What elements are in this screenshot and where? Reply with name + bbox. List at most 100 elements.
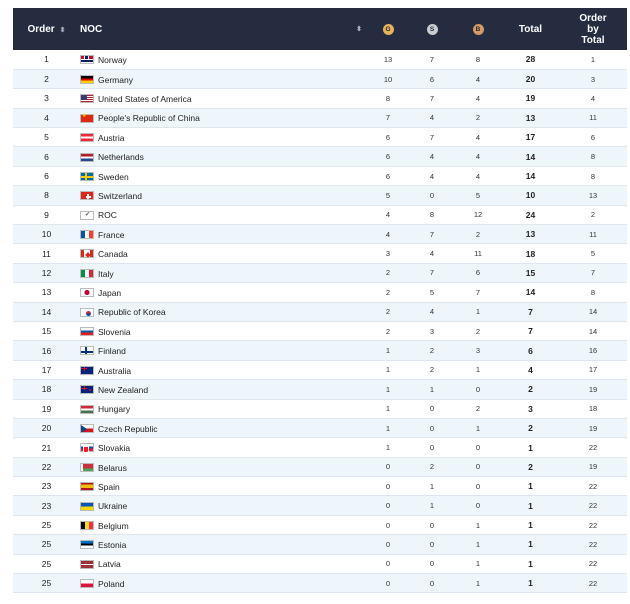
cell-noc[interactable]: Slovenia: [80, 321, 366, 340]
table-row[interactable]: 25 Poland 0 0 1 1 22: [13, 573, 627, 593]
table-row[interactable]: 25 Estonia 0 0 1 1 22: [13, 534, 627, 555]
country-name-link[interactable]: Austria: [98, 132, 125, 143]
country-name-link[interactable]: People's Republic of China: [98, 113, 200, 124]
country-name-link[interactable]: Poland: [98, 578, 125, 589]
cell-noc[interactable]: Netherlands: [80, 147, 366, 166]
country-name-link[interactable]: France: [98, 229, 125, 240]
country-name-link[interactable]: Netherlands: [98, 152, 144, 163]
cell-bronze: 0: [475, 443, 481, 452]
table-row[interactable]: 8 Switzerland 5 0 5 10 13: [13, 185, 627, 206]
country-name-link[interactable]: Australia: [98, 365, 132, 376]
country-name-link[interactable]: Japan: [98, 287, 122, 298]
cell-noc[interactable]: United States of America: [80, 89, 366, 108]
cell-noc[interactable]: Belarus: [80, 457, 366, 476]
sort-icon[interactable]: ⬍: [356, 26, 362, 33]
cell-noc[interactable]: Japan: [80, 283, 366, 302]
cell-noc[interactable]: Latvia: [80, 554, 366, 573]
column-header-order[interactable]: Order ⬍: [13, 8, 80, 50]
table-row[interactable]: 10 France 4 7 2 13 11: [13, 224, 627, 244]
country-name-link[interactable]: Spain: [98, 481, 120, 492]
cell-noc[interactable]: Finland: [80, 341, 366, 360]
table-row[interactable]: 23 Spain 0 1 0 1 22: [13, 477, 627, 496]
table-row[interactable]: 22 Belarus 0 2 0 2 19: [13, 457, 627, 477]
country-name-link[interactable]: United States of America: [98, 93, 192, 104]
cell-noc[interactable]: Canada: [80, 244, 366, 263]
sort-icon[interactable]: ⬍: [59, 26, 66, 34]
table-row[interactable]: 4 People's Republic of China 7 4 2 13 11: [13, 108, 627, 128]
country-name-link[interactable]: Ukraine: [98, 501, 128, 512]
column-header-silver[interactable]: S: [410, 8, 454, 50]
country-name-link[interactable]: Hungary: [98, 404, 131, 415]
column-header-gold[interactable]: G: [366, 8, 410, 50]
country-name-link[interactable]: Latvia: [98, 559, 121, 570]
country-name-link[interactable]: Finland: [98, 345, 126, 356]
country-name-link[interactable]: Germany: [98, 74, 133, 85]
country-name-link[interactable]: Sweden: [98, 171, 129, 182]
table-row[interactable]: 25 Latvia 0 0 1 1 22: [13, 554, 627, 574]
cell-noc[interactable]: Estonia: [80, 535, 366, 554]
country-name-link[interactable]: Slovenia: [98, 326, 131, 337]
cell-order: 19: [41, 403, 52, 414]
table-row[interactable]: 2 Germany 10 6 4 20 3: [13, 69, 627, 89]
country-name-link[interactable]: Italy: [98, 268, 114, 279]
country-name-link[interactable]: Slovakia: [98, 442, 131, 453]
table-row[interactable]: 18 New Zealand 1 1 0 2 19: [13, 379, 627, 400]
cell-noc[interactable]: Sweden: [80, 166, 366, 185]
table-row[interactable]: 3 United States of America 8 7 4 19 4: [13, 89, 627, 109]
cell-noc[interactable]: Norway: [80, 50, 366, 69]
cell-noc[interactable]: Republic of Korea: [80, 302, 366, 321]
country-name-link[interactable]: Belgium: [98, 520, 129, 531]
cell-gold: 0: [385, 559, 391, 569]
cell-noc[interactable]: ROC: [80, 205, 366, 224]
table-row[interactable]: 19 Hungary 1 0 2 3 18: [13, 399, 627, 419]
table-row[interactable]: 12 Italy 2 7 6 15 7: [13, 263, 627, 283]
cell-noc[interactable]: Germany: [80, 69, 366, 88]
table-row[interactable]: 17 Australia 1 2 1 4 17: [13, 360, 627, 380]
table-row[interactable]: 13 Japan 2 5 7 14 8: [13, 283, 627, 303]
cell-bronze: 1: [475, 559, 481, 569]
germany-flag-icon: [80, 74, 94, 84]
cell-noc[interactable]: Poland: [80, 574, 366, 593]
column-header-total[interactable]: Total: [502, 8, 559, 50]
table-row[interactable]: 11 Canada 3 4 11 18 5: [13, 244, 627, 264]
cell-noc[interactable]: Czech Republic: [80, 418, 366, 437]
table-row[interactable]: 16 Finland 1 2 3 6 16: [13, 340, 627, 361]
table-row[interactable]: 14 Republic of Korea 2 4 1 7 14: [13, 302, 627, 322]
column-header-noc[interactable]: NOC ⬍: [80, 8, 366, 50]
table-row[interactable]: 20 Czech Republic 1 0 1 2 19: [13, 418, 627, 438]
cell-noc[interactable]: France: [80, 225, 366, 244]
table-row[interactable]: 9 ROC 4 8 12 24 2: [13, 205, 627, 225]
cell-noc[interactable]: Hungary: [80, 399, 366, 418]
table-row[interactable]: 6 Netherlands 6 4 4 14 8: [13, 146, 627, 167]
country-name-link[interactable]: Republic of Korea: [98, 307, 166, 318]
country-name-link[interactable]: Belarus: [98, 462, 127, 473]
country-name-link[interactable]: Canada: [98, 248, 128, 259]
country-name-link[interactable]: New Zealand: [98, 384, 149, 395]
column-header-order-by-total[interactable]: Order by Total: [559, 8, 627, 50]
column-header-bronze[interactable]: B: [454, 8, 502, 50]
country-name-link[interactable]: Czech Republic: [98, 423, 158, 434]
cell-noc[interactable]: Australia: [80, 360, 366, 379]
table-row[interactable]: 5 Austria 6 7 4 17 6: [13, 128, 627, 147]
cell-bronze: 4: [475, 152, 481, 162]
table-row[interactable]: 25 Belgium 0 0 1 1 22: [13, 515, 627, 535]
table-row[interactable]: 23 Ukraine 0 1 0 1 22: [13, 495, 627, 516]
cell-noc[interactable]: Belgium: [80, 515, 366, 534]
cell-noc[interactable]: Switzerland: [80, 186, 366, 205]
table-row[interactable]: 6 Sweden 6 4 4 14 8: [13, 166, 627, 186]
table-row[interactable]: 21 Slovakia 1 0 0 1 22: [13, 438, 627, 458]
country-name-link[interactable]: Switzerland: [98, 190, 142, 201]
cell-noc[interactable]: Slovakia: [80, 438, 366, 457]
cell-noc[interactable]: Ukraine: [80, 496, 366, 515]
country-name-link[interactable]: Norway: [98, 54, 127, 65]
cell-gold: 8: [385, 93, 391, 103]
country-name-link[interactable]: ROC: [98, 210, 117, 221]
cell-noc[interactable]: Austria: [80, 128, 366, 147]
table-row[interactable]: 15 Slovenia 2 3 2 7 14: [13, 321, 627, 341]
cell-noc[interactable]: Italy: [80, 263, 366, 282]
cell-noc[interactable]: People's Republic of China: [80, 108, 366, 127]
country-name-link[interactable]: Estonia: [98, 539, 127, 550]
cell-noc[interactable]: New Zealand: [80, 380, 366, 399]
cell-noc[interactable]: Spain: [80, 477, 366, 496]
table-row[interactable]: 1 Norway 13 7 8 28 1: [13, 50, 627, 70]
